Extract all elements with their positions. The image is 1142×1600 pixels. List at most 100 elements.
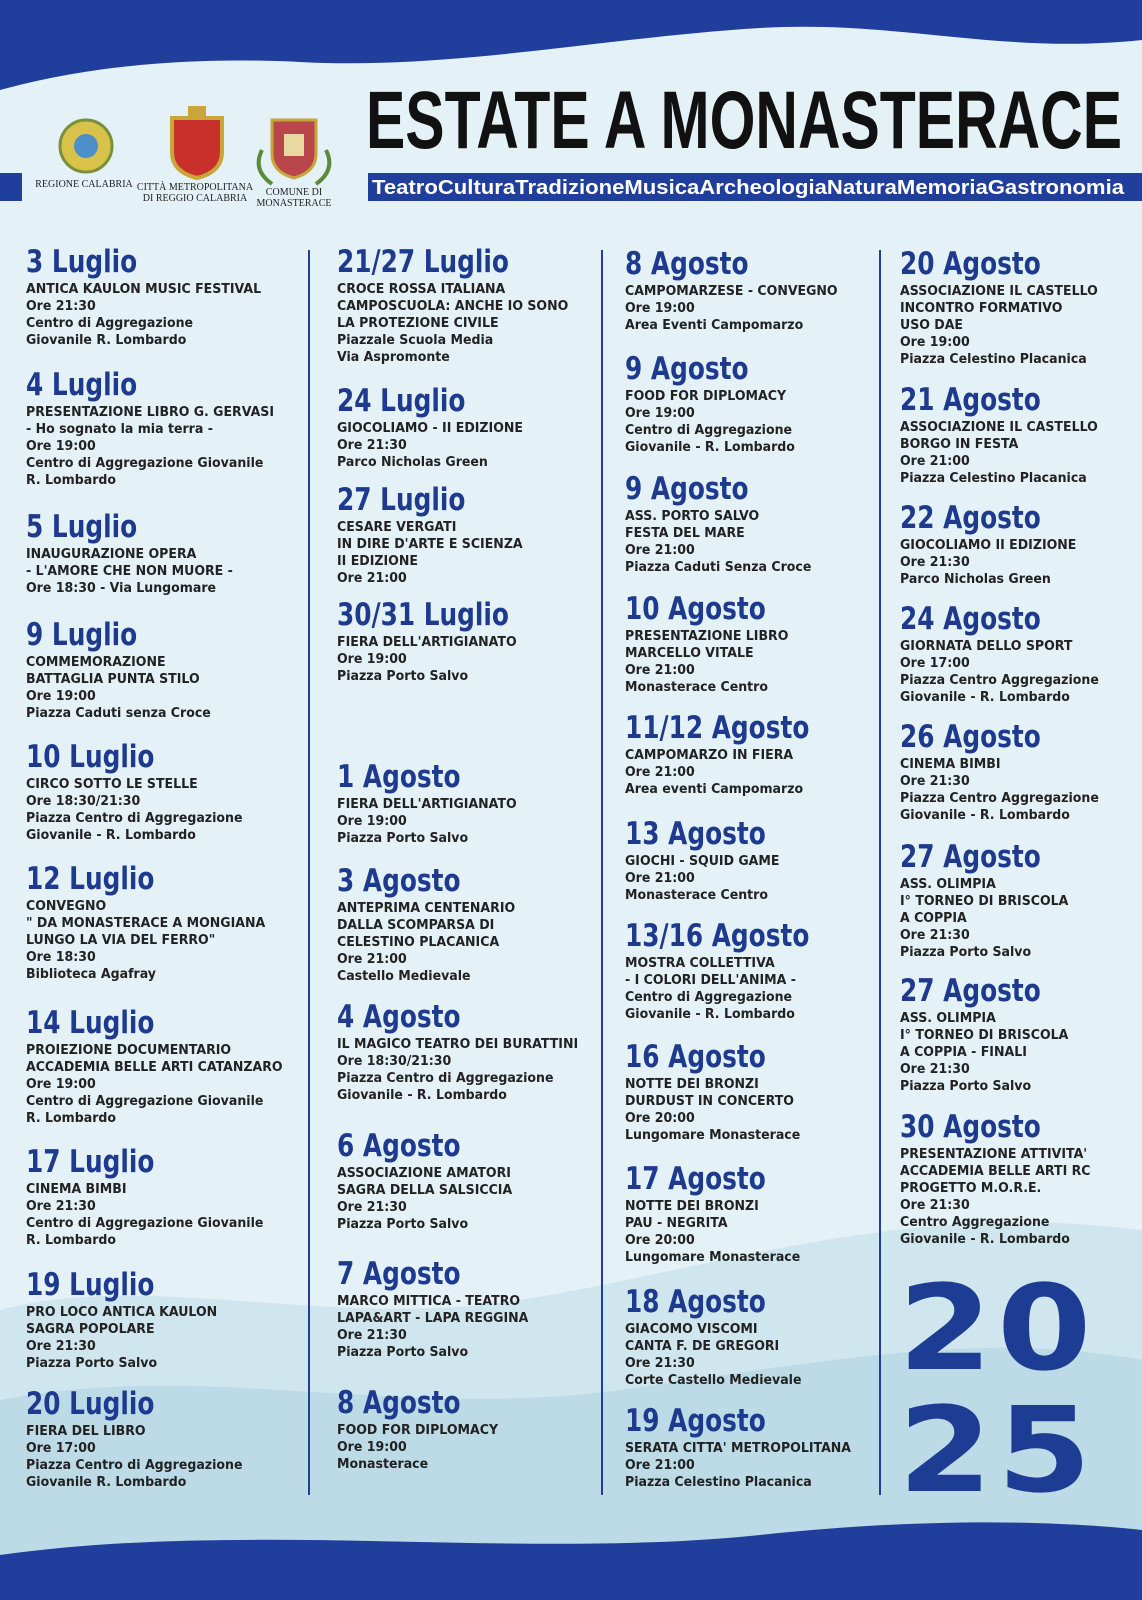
event-line: ANTICA KAULON MUSIC FESTIVAL: [26, 280, 262, 297]
event-line: Giovanile R. Lombardo: [26, 331, 187, 348]
event: 4 Luglio PRESENTAZIONE LIBRO G. GERVASI - …: [26, 366, 296, 489]
event: 24 Agosto GIORNATA DELLO SPORT Ore 17:00 Pi…: [900, 600, 1142, 706]
event-date: 20 Agosto: [900, 245, 1041, 282]
event-line: Centro Aggregazione: [900, 1214, 1050, 1231]
subtitle-word: Archeologia: [699, 177, 828, 199]
event-line: ACCADEMIA BELLE ARTI RC: [900, 1163, 1091, 1180]
event-line: GIOCOLIAMO - II EDIZIONE: [337, 419, 523, 436]
event-line: PAU - NEGRITA: [625, 1215, 728, 1232]
event-line: CINEMA BIMBI: [900, 756, 1001, 773]
event-line: Ore 18:30/21:30: [337, 1052, 452, 1069]
event-line: DURDUST IN CONCERTO: [625, 1092, 794, 1109]
event-line: SAGRA POPOLARE: [26, 1321, 155, 1338]
event: 9 Agosto ASS. PORTO SALVO FESTA DEL MARE Or…: [625, 470, 895, 576]
event-date: 9 Luglio: [26, 617, 138, 654]
year: 20: [898, 1259, 1097, 1397]
event-line: Ore 21:30: [900, 553, 970, 570]
event-date: 11/12 Agosto: [625, 710, 810, 747]
event-line: Ore 19:00: [625, 299, 695, 316]
logo-label: MONASTERACE: [256, 198, 331, 209]
event-line: Piazza Porto Salvo: [26, 1355, 158, 1372]
event-line: ASS. PORTO SALVO: [625, 508, 760, 525]
logo-label: REGIONE CALABRIA: [35, 179, 133, 190]
event-line: Ore 21:00: [625, 764, 695, 781]
event-date: 24 Agosto: [900, 601, 1041, 637]
event-line: Lungomare Monasterace: [625, 1249, 801, 1266]
event-line: FOOD FOR DIPLOMACY: [337, 1421, 499, 1438]
event-line: Ore 21:00: [625, 661, 695, 678]
event-line: ASS. OLIMPIA: [900, 1010, 996, 1027]
event-line: LUNGO LA VIA DEL FERRO": [26, 932, 216, 949]
event-date: 10 Agosto: [625, 590, 766, 627]
event-date: 1 Agosto: [337, 759, 461, 796]
event-line: PRESENTAZIONE LIBRO: [625, 627, 789, 644]
event-line: Monasterace: [337, 1455, 429, 1472]
event-line: Centro di Aggregazione: [26, 314, 194, 331]
event-date: 12 Luglio: [26, 861, 155, 898]
event-line: I° TORNEO DI BRISCOLA: [900, 892, 1069, 909]
event-line: MOSTRA COLLETTIVA: [625, 955, 775, 972]
event-line: MARCO MITTICA - TEATRO: [337, 1293, 521, 1310]
event-line: Piazza Porto Salvo: [337, 1215, 469, 1232]
event-date: 13/16 Agosto: [625, 918, 810, 955]
subtitle-word: Teatro: [372, 177, 438, 199]
event-line: Piazza Centro di Aggregazione: [26, 1456, 243, 1473]
logo-label: COMUNE DI: [266, 187, 322, 198]
event: 19 Agosto SERATA CITTA' METROPOLITANA Ore …: [625, 1402, 895, 1491]
event-line: CAMPOMARZESE - CONVEGNO: [625, 282, 838, 299]
event: 27 Agosto ASS. OLIMPIA I° TORNEO DI BRISCO…: [900, 972, 1142, 1095]
event-line: Piazza Centro di Aggregazione: [337, 1069, 554, 1086]
event-line: II EDIZIONE: [337, 552, 418, 569]
event-line: Piazza Celestino Placanica: [625, 1474, 812, 1491]
event-line: CAMPOMARZO IN FIERA: [625, 747, 794, 764]
event-line: IL MAGICO TEATRO DEI BURATTINI: [337, 1035, 579, 1052]
event-line: Ore 21:00: [337, 569, 407, 586]
event-date: 8 Agosto: [625, 245, 749, 282]
event-line: Giovanile - R. Lombardo: [900, 1231, 1070, 1248]
event-date: 9 Agosto: [625, 351, 749, 387]
event-line: CONVEGNO: [26, 898, 107, 915]
event-line: FOOD FOR DIPLOMACY: [625, 388, 787, 404]
event-line: - Ho sognato la mia terra -: [26, 421, 213, 438]
event-line: Monasterace Centro: [625, 887, 769, 904]
event-line: Ore 21:30: [900, 926, 970, 943]
event-date: 7 Agosto: [337, 1256, 461, 1293]
event-line: Piazza Porto Salvo: [900, 943, 1032, 960]
event-date: 19 Luglio: [26, 1267, 155, 1304]
event-date: 9 Agosto: [625, 471, 749, 508]
subtitle: Teatro Cultura Tradizione Musica Archeologia…: [372, 177, 1125, 199]
subtitle-word: Gastronomia: [988, 177, 1125, 199]
event-date: 26 Agosto: [900, 719, 1041, 756]
event-line: ANTEPRIMA CENTENARIO: [337, 900, 516, 917]
event-date: 10 Luglio: [26, 738, 155, 775]
event-date: 4 Luglio: [26, 367, 138, 404]
event-line: Giovanile - R. Lombardo: [337, 1086, 507, 1103]
event-date: 20 Luglio: [26, 1385, 155, 1422]
event-date: 13 Agosto: [625, 816, 766, 853]
event-line: Ore 21:30: [625, 1354, 695, 1371]
event-line: NOTTE DEI BRONZI: [625, 1075, 759, 1092]
event-date: 4 Agosto: [337, 998, 461, 1035]
event-date: 19 Agosto: [625, 1403, 766, 1440]
logo-label: CITTÀ METROPOLITANA: [137, 181, 254, 193]
event-line: INAUGURAZIONE OPERA: [26, 546, 197, 563]
event-line: R. Lombardo: [26, 1231, 117, 1248]
event-line: GIORNATA DELLO SPORT: [900, 638, 1073, 654]
event-line: NOTTE DEI BRONZI: [625, 1198, 759, 1215]
event-line: COMMEMORAZIONE: [26, 654, 166, 671]
event-line: Ore 21:00: [625, 542, 695, 559]
event-date: 14 Luglio: [26, 1005, 155, 1042]
event-line: I° TORNEO DI BRISCOLA: [900, 1027, 1069, 1044]
event-line: Piazza Porto Salvo: [337, 830, 469, 847]
event-line: IN DIRE D'ARTE E SCIENZA: [337, 535, 523, 552]
event-date: 21/27 Luglio: [337, 243, 509, 280]
event-date: 8 Agosto: [337, 1384, 461, 1421]
event-line: LAPA&ART - LAPA REGGINA: [337, 1310, 529, 1327]
event: 21 Agosto ASSOCIAZIONE IL CASTELLO BORGO I…: [900, 381, 1142, 487]
event-line: Ore 19:00: [337, 1438, 407, 1455]
event-line: R. Lombardo: [26, 472, 117, 489]
event-line: Giovanile R. Lombardo: [26, 1473, 187, 1490]
event-line: INCONTRO FORMATIVO: [900, 299, 1063, 316]
event-line: Ore 21:30: [26, 1197, 96, 1214]
